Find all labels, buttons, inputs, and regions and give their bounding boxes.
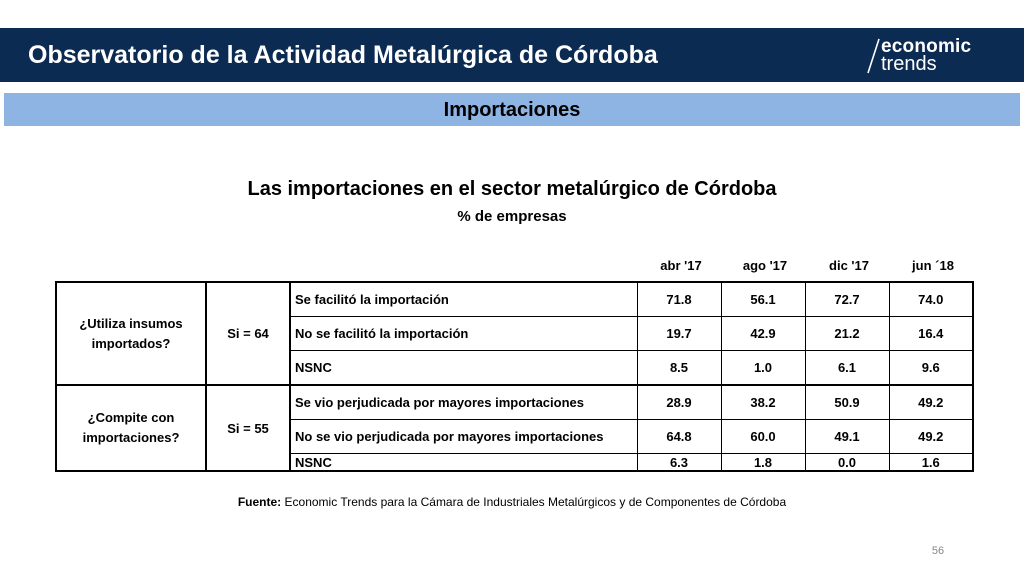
table-row: NSNC 6.3 1.8 0.0 1.6: [56, 453, 974, 472]
value-cell: 74.0: [888, 281, 974, 317]
value-cell: 9.6: [888, 350, 974, 386]
value-cell: 49.2: [888, 419, 974, 454]
source-label: Fuente:: [237, 495, 282, 509]
page-number: 56: [931, 545, 945, 557]
row-label: NSNC: [289, 350, 638, 386]
value-cell: 8.5: [636, 350, 722, 386]
table-row: NSNC 8.5 1.0 6.1 9.6: [56, 350, 974, 386]
economic-trends-logo: economic trends: [864, 36, 1004, 76]
value-cell: 49.1: [804, 419, 890, 454]
value-cell: 72.7: [804, 281, 890, 317]
sample-size-cell: Si = 55: [205, 384, 291, 472]
value-cell: 1.6: [888, 453, 974, 472]
table-row: No se vio perjudicada por mayores import…: [56, 419, 974, 454]
column-header-dic-17: dic '17: [829, 258, 869, 273]
value-cell: 6.3: [636, 453, 722, 472]
question-cell: ¿Compite con importaciones?: [55, 384, 207, 472]
row-label: NSNC: [289, 453, 638, 472]
source-note: Fuente: Economic Trends para la Cámara d…: [0, 495, 1024, 509]
imports-table: ¿Utiliza insumos importados? Si = 64 Se …: [55, 281, 974, 472]
section-bar: Importaciones: [4, 93, 1020, 126]
logo-slash-icon: [867, 38, 880, 74]
value-cell: 71.8: [636, 281, 722, 317]
sample-size-cell: Si = 64: [205, 281, 291, 386]
value-cell: 28.9: [636, 384, 722, 420]
row-label: Se facilitó la importación: [289, 281, 638, 317]
table-row: No se facilitó la importación 19.7 42.9 …: [56, 316, 974, 351]
row-label: No se vio perjudicada por mayores import…: [289, 419, 638, 454]
value-cell: 60.0: [720, 419, 806, 454]
table-title: Las importaciones en el sector metalúrgi…: [247, 178, 777, 200]
value-cell: 64.8: [636, 419, 722, 454]
value-cell: 16.4: [888, 316, 974, 351]
table-subtitle: % de empresas: [457, 208, 567, 225]
column-header-jun-18: jun ´18: [912, 258, 954, 273]
value-cell: 42.9: [720, 316, 806, 351]
column-header-ago-17: ago '17: [742, 258, 788, 273]
section-title: Importaciones: [443, 99, 581, 121]
question-cell: ¿Utiliza insumos importados?: [55, 281, 207, 386]
logo-word-trends: trends: [881, 53, 937, 75]
table-row: ¿Utiliza insumos importados? Si = 64 Se …: [55, 281, 974, 386]
logo-word-economic: economic: [881, 36, 972, 57]
value-cell: 1.8: [720, 453, 806, 472]
value-cell: 56.1: [720, 281, 806, 317]
header-bar: Observatorio de la Actividad Metalúrgica…: [0, 28, 1024, 82]
value-cell: 6.1: [804, 350, 890, 386]
source-text: Economic Trends para la Cámara de Indust…: [284, 495, 787, 509]
value-cell: 1.0: [720, 350, 806, 386]
column-header-abr-17: abr '17: [660, 258, 702, 273]
value-cell: 19.7: [636, 316, 722, 351]
row-label: Se vio perjudicada por mayores importaci…: [289, 384, 638, 420]
table-row: ¿Compite con importaciones? Si = 55 Se v…: [55, 384, 974, 472]
value-cell: 50.9: [804, 384, 890, 420]
value-cell: 21.2: [804, 316, 890, 351]
header-title: Observatorio de la Actividad Metalúrgica…: [28, 41, 658, 69]
value-cell: 49.2: [888, 384, 974, 420]
value-cell: 0.0: [804, 453, 890, 472]
row-label: No se facilitó la importación: [289, 316, 638, 351]
value-cell: 38.2: [720, 384, 806, 420]
